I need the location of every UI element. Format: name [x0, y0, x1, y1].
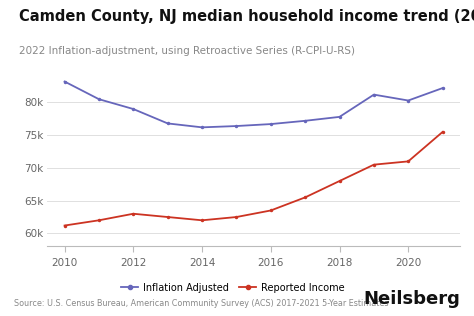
Legend: Inflation Adjusted, Reported Income: Inflation Adjusted, Reported Income — [117, 279, 349, 297]
Text: Source: U.S. Census Bureau, American Community Survey (ACS) 2017-2021 5-Year Est: Source: U.S. Census Bureau, American Com… — [14, 299, 389, 308]
Text: Neilsberg: Neilsberg — [363, 290, 460, 308]
Text: Camden County, NJ median household income trend (2010-2021): Camden County, NJ median household incom… — [19, 9, 474, 24]
Text: 2022 Inflation-adjustment, using Retroactive Series (R-CPI-U-RS): 2022 Inflation-adjustment, using Retroac… — [19, 46, 355, 56]
